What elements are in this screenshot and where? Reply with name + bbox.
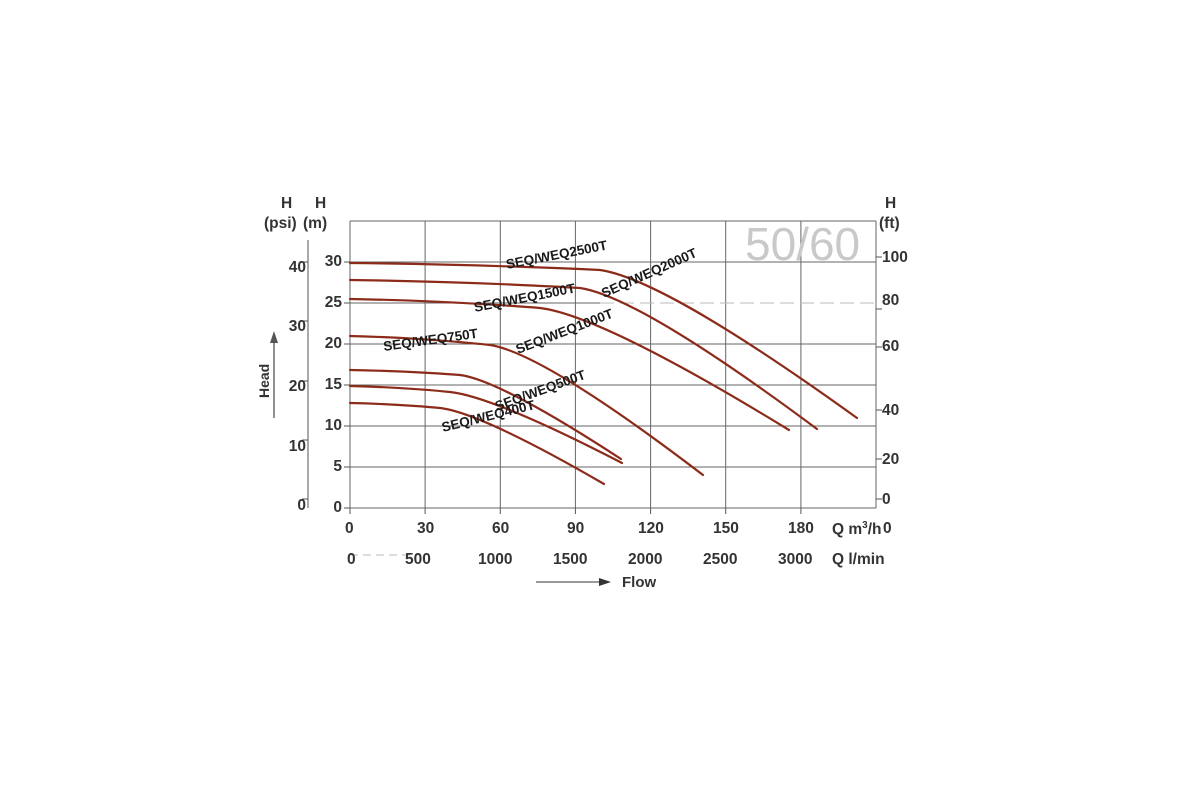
svg-text:50/60: 50/60 bbox=[745, 218, 860, 270]
svg-text:SEQ/WEQ2500T: SEQ/WEQ2500T bbox=[505, 237, 609, 271]
svg-text:SEQ/WEQ750T: SEQ/WEQ750T bbox=[382, 326, 479, 354]
